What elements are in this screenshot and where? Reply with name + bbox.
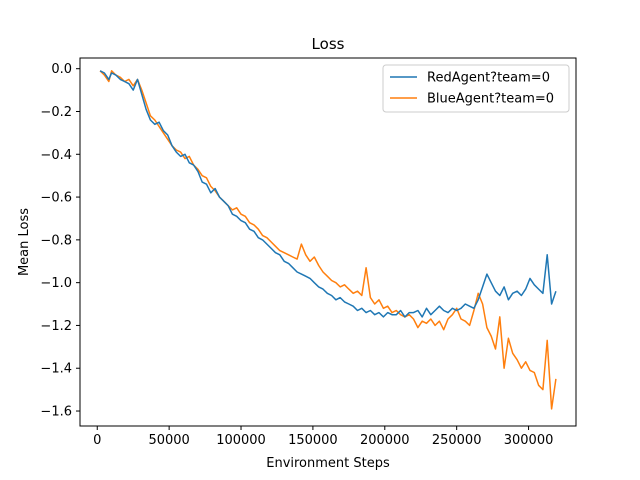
x-tick-label: 100000: [216, 433, 266, 448]
y-tick-label: −0.8: [40, 233, 72, 248]
legend-label-1: BlueAgent?team=0: [427, 92, 554, 107]
x-tick-label: 50000: [148, 433, 189, 448]
x-axis-ticks: 0 50000 100000 150000 200000 250000 300000: [93, 426, 553, 448]
y-tick-label: −1.4: [40, 362, 72, 377]
y-tick-label: −1.2: [40, 319, 72, 334]
y-tick-label: −0.6: [40, 191, 72, 206]
x-tick-label: 150000: [288, 433, 338, 448]
legend: RedAgent?team=0 BlueAgent?team=0: [382, 64, 570, 113]
y-tick-label: −0.4: [40, 148, 72, 163]
x-tick-label: 300000: [504, 433, 554, 448]
legend-label-0: RedAgent?team=0: [427, 71, 550, 86]
axes-frame: [79, 57, 577, 427]
series-line-1: [99, 70, 557, 410]
x-tick-label: 0: [93, 433, 101, 448]
chart-title: Loss: [312, 35, 345, 53]
series-line-0: [99, 70, 557, 318]
legend-box: [382, 64, 570, 113]
x-tick-label: 250000: [432, 433, 482, 448]
y-tick-label: −0.2: [40, 105, 72, 120]
plot-area: [99, 70, 557, 410]
x-tick-label: 200000: [360, 433, 410, 448]
y-tick-label: −1.6: [40, 405, 72, 420]
y-tick-label: −1.0: [40, 276, 72, 291]
x-axis-title: Environment Steps: [266, 456, 390, 471]
y-axis-ticks: 0.0 −0.2 −0.4 −0.6 −0.8 −1.0 −1.2 −1.4 −1.6: [40, 62, 80, 420]
y-axis-title: Mean Loss: [17, 208, 32, 276]
y-tick-label: 0.0: [51, 62, 72, 77]
